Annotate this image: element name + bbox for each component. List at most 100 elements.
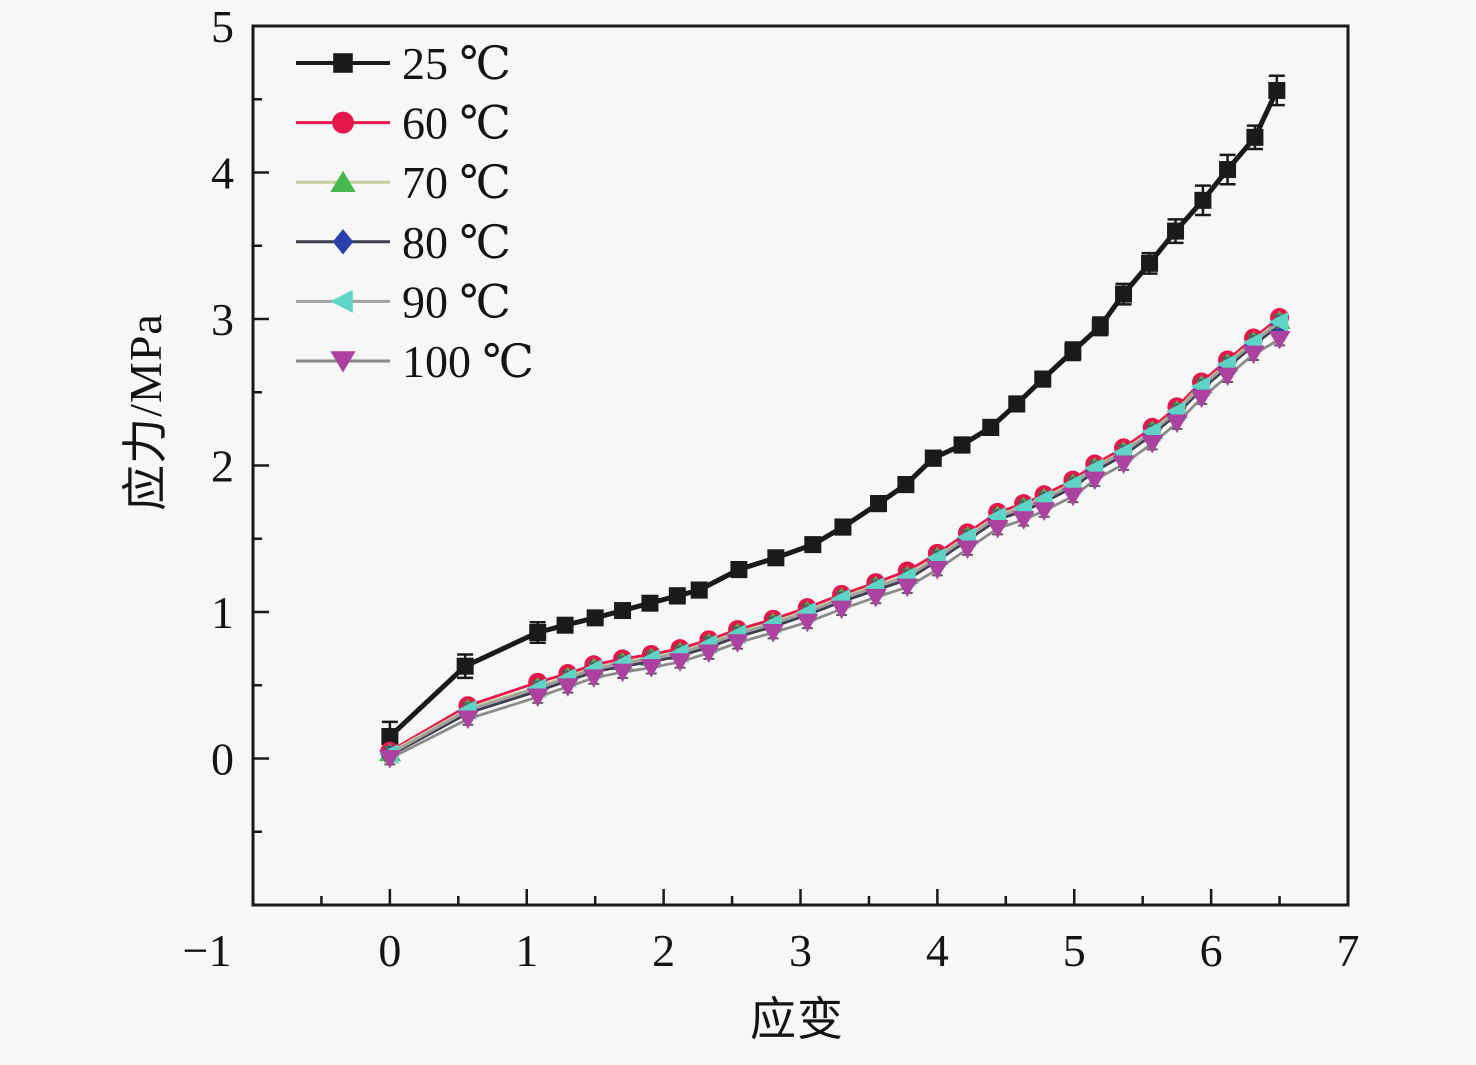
series-100c (378, 331, 1291, 769)
x-tick-label: 1 (515, 925, 538, 976)
marker-triangle-down (1141, 435, 1164, 454)
legend-item-80c: 80 ℃ (296, 217, 511, 268)
marker-square (456, 657, 474, 675)
marker-square (804, 536, 822, 554)
marker-square (556, 616, 574, 634)
legend: 25 ℃ 60 ℃ 70 ℃ 80 ℃ 90 ℃ 100 ℃ (296, 38, 534, 387)
x-axis-label: 应变 (750, 994, 844, 1045)
marker-triangle-down (330, 351, 356, 373)
marker-square (1194, 191, 1212, 209)
x-tick-label: 3 (789, 925, 812, 976)
legend-label-70c: 70 ℃ (402, 157, 511, 208)
marker-square (834, 518, 852, 536)
marker-square (668, 587, 686, 605)
legend-item-70c: 70 ℃ (296, 157, 511, 208)
marker-square (1115, 285, 1133, 303)
y-tick-label: 2 (211, 441, 234, 492)
legend-label-25c: 25 ℃ (402, 38, 511, 89)
marker-triangle-down (1190, 389, 1213, 409)
marker-triangle-down (582, 669, 605, 688)
marker-square (1219, 161, 1237, 179)
y-axis-label: 应力/MPa (120, 313, 171, 511)
series-25c-markers (381, 81, 1286, 746)
marker-square (529, 624, 547, 642)
y-tick-label: 4 (211, 148, 234, 199)
marker-square (1246, 128, 1264, 146)
series-25c-errorbars (381, 74, 1285, 753)
marker-diamond (332, 229, 354, 255)
marker-triangle-down (640, 659, 663, 678)
y-tick-label: 1 (211, 587, 234, 638)
marker-triangle-down (1083, 471, 1106, 491)
marker-square (690, 581, 708, 599)
marker-square (1091, 317, 1109, 335)
marker-triangle-down (1112, 455, 1135, 475)
marker-triangle-down (986, 519, 1009, 539)
marker-triangle-down (1165, 414, 1188, 434)
marker-triangle-down (830, 600, 853, 620)
legend-item-90c: 90 ℃ (296, 276, 511, 327)
x-tick-label: −1 (183, 925, 232, 976)
series-25c (381, 74, 1286, 753)
legend-label-80c: 80 ℃ (402, 217, 511, 268)
x-tick-label: 0 (378, 925, 401, 976)
series-25c-line (388, 89, 1280, 739)
marker-triangle-down (1061, 487, 1084, 507)
marker-triangle-left (330, 289, 353, 313)
marker-triangle-down (1216, 367, 1239, 387)
marker-triangle-down (926, 561, 949, 580)
legend-item-60c: 60 ℃ (296, 98, 511, 149)
marker-square (897, 476, 915, 494)
marker-square (1141, 254, 1159, 272)
marker-triangle-down (1268, 331, 1291, 350)
marker-square (730, 561, 748, 579)
marker-triangle-down (864, 588, 887, 608)
legend-label-60c: 60 ℃ (402, 98, 511, 149)
marker-square (1064, 342, 1082, 360)
marker-triangle-down (726, 634, 749, 653)
x-tick-label: 7 (1337, 925, 1360, 976)
marker-square (1167, 222, 1185, 240)
marker-triangle-down (611, 663, 634, 683)
marker-triangle-down (456, 710, 479, 729)
x-tick-label: 5 (1063, 925, 1086, 976)
marker-square (333, 53, 353, 73)
marker-square (1008, 395, 1026, 413)
marker-triangle-down (796, 613, 819, 633)
marker-triangle-down (896, 578, 919, 598)
marker-square (953, 436, 971, 454)
legend-item-100c: 100 ℃ (296, 336, 534, 387)
marker-square (924, 449, 942, 467)
marker-triangle-down (669, 653, 692, 672)
marker-triangle-up (330, 170, 356, 192)
marker-triangle-left (1268, 311, 1289, 332)
y-tick-label: 5 (211, 1, 234, 52)
marker-square (586, 609, 604, 627)
marker-triangle-down (697, 644, 720, 664)
legend-label-90c: 90 ℃ (402, 276, 511, 327)
marker-square (982, 418, 1000, 436)
y-axis: 0 1 2 3 4 5 (211, 1, 269, 907)
marker-triangle-down (378, 750, 401, 769)
marker-triangle-down (1242, 345, 1265, 365)
x-tick-label: 2 (652, 925, 675, 976)
legend-item-25c: 25 ℃ (296, 38, 511, 89)
marker-triangle-down (762, 624, 785, 643)
x-tick-label: 4 (926, 925, 949, 976)
marker-square (614, 602, 632, 620)
marker-square (381, 728, 399, 746)
marker-triangle-down (526, 688, 549, 707)
x-axis: −1 0 1 2 3 4 5 6 7 (183, 889, 1360, 976)
marker-square (641, 594, 659, 612)
marker-triangle-down (956, 540, 979, 560)
marker-square (870, 495, 888, 513)
marker-square (767, 549, 785, 567)
y-tick-label: 0 (211, 734, 234, 785)
x-tick-label: 6 (1200, 925, 1223, 976)
legend-label-100c: 100 ℃ (402, 336, 534, 387)
y-tick-label: 3 (211, 294, 234, 345)
marker-circle (332, 111, 354, 134)
marker-square (1268, 81, 1286, 99)
